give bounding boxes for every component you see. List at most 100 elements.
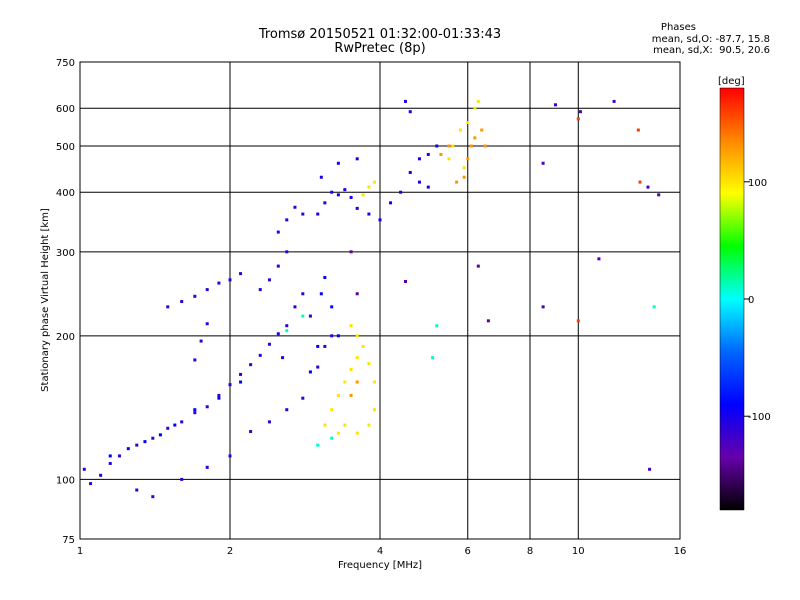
data-point	[466, 157, 470, 161]
x-tick-label: 16	[674, 546, 687, 557]
data-point	[249, 430, 253, 434]
data-point	[336, 393, 340, 397]
data-point	[180, 300, 184, 304]
data-point	[336, 193, 340, 197]
data-point	[480, 128, 484, 132]
colorbar: [deg] 100 0 -100	[718, 76, 771, 511]
data-point	[451, 144, 455, 148]
data-point	[576, 117, 580, 121]
data-point	[657, 193, 661, 197]
data-point	[439, 152, 443, 156]
data-point	[367, 361, 371, 365]
data-point	[143, 440, 147, 444]
y-tick-label: 400	[56, 188, 75, 199]
data-point	[267, 278, 271, 282]
data-point	[82, 467, 86, 471]
data-point	[267, 420, 271, 424]
data-point	[473, 136, 477, 140]
data-point	[166, 426, 170, 430]
data-point	[389, 201, 393, 205]
data-point	[285, 324, 289, 328]
data-point	[349, 393, 353, 397]
phase-heading: Phases	[660, 22, 696, 33]
data-point	[343, 423, 347, 427]
data-point	[205, 288, 209, 292]
data-point	[205, 465, 209, 469]
data-point	[319, 292, 323, 296]
data-point	[431, 356, 435, 360]
data-point	[373, 380, 377, 384]
data-point	[239, 380, 243, 384]
data-point	[301, 396, 305, 400]
data-point	[301, 212, 305, 216]
data-point	[330, 436, 334, 440]
data-point	[173, 423, 177, 427]
y-axis-label: Stationary phase Virtual Height [km]	[40, 208, 51, 392]
data-point	[228, 454, 232, 458]
data-point	[336, 334, 340, 338]
data-point	[455, 180, 459, 184]
data-point	[330, 190, 334, 194]
y-tick-label: 300	[56, 248, 75, 259]
data-point	[541, 305, 545, 309]
colorbar-label: [deg]	[718, 76, 745, 87]
data-point	[466, 121, 470, 125]
data-point	[597, 257, 601, 261]
y-tick-label: 500	[56, 142, 75, 153]
data-point	[638, 180, 642, 184]
phase-o-stats: mean, sd,O: -87.7, 15.8	[651, 34, 770, 45]
data-point	[316, 365, 320, 369]
data-point	[180, 420, 184, 424]
data-point	[117, 454, 121, 458]
data-point	[355, 292, 359, 296]
y-tick-label: 200	[56, 332, 75, 343]
data-point	[349, 367, 353, 371]
data-point	[258, 288, 262, 292]
data-point	[308, 370, 312, 374]
plot-points	[82, 99, 661, 499]
data-point	[435, 144, 439, 148]
data-point	[646, 185, 650, 189]
data-point	[239, 372, 243, 376]
data-point	[462, 175, 466, 179]
data-point	[323, 276, 327, 280]
data-point	[408, 110, 412, 114]
data-point	[323, 423, 327, 427]
data-point	[458, 128, 462, 132]
data-point	[355, 157, 359, 161]
data-point	[276, 230, 280, 234]
data-point	[553, 103, 557, 107]
x-tick-label: 8	[527, 546, 533, 557]
x-tick-label: 10	[572, 546, 585, 557]
data-point	[349, 250, 353, 254]
data-point	[541, 161, 545, 165]
data-point	[180, 477, 184, 481]
data-point	[217, 393, 221, 397]
data-point	[343, 188, 347, 192]
data-point	[355, 206, 359, 210]
data-point	[426, 185, 430, 189]
data-point	[217, 281, 221, 285]
x-tick-label: 1	[77, 546, 83, 557]
data-point	[301, 292, 305, 296]
x-tick-label: 2	[227, 546, 233, 557]
data-point	[367, 212, 371, 216]
data-point	[205, 322, 209, 326]
x-ticks: 1 2 4 6 8 10 16	[77, 546, 687, 557]
data-point	[336, 431, 340, 435]
data-point	[648, 467, 652, 471]
data-point	[205, 405, 209, 409]
data-point	[151, 495, 155, 499]
data-point	[355, 356, 359, 360]
chart-title: Tromsø 20150521 01:32:00-01:33:43	[258, 27, 502, 42]
chart-subtitle: RwPretec (8p)	[334, 41, 426, 56]
data-point	[349, 195, 353, 199]
data-point	[355, 431, 359, 435]
data-point	[166, 305, 170, 309]
data-point	[108, 461, 112, 465]
data-point	[193, 358, 197, 362]
data-point	[355, 334, 359, 338]
data-point	[199, 339, 203, 343]
data-point	[361, 344, 365, 348]
x-tick-label: 6	[465, 546, 471, 557]
